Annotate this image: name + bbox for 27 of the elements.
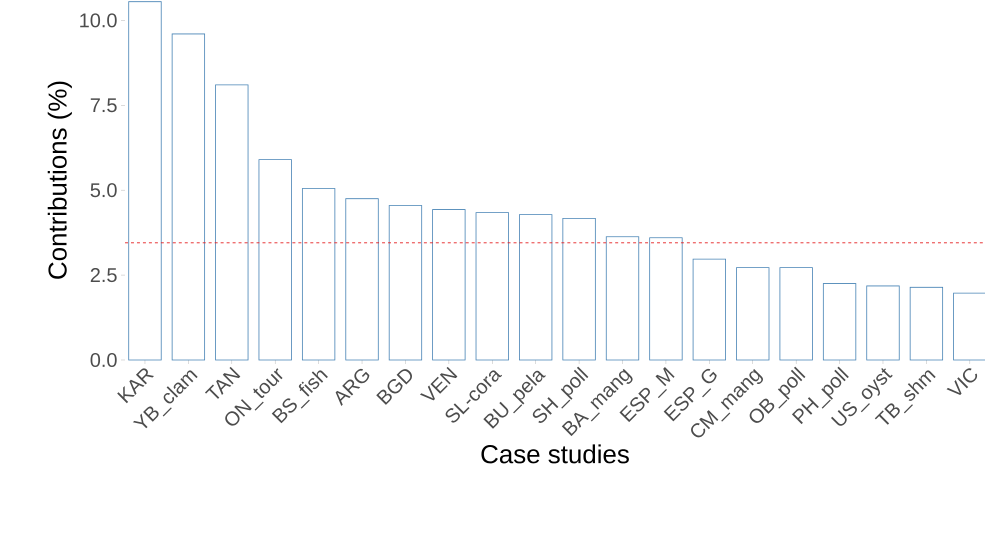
bar	[692, 258, 726, 360]
bar	[780, 267, 813, 360]
bar	[866, 286, 900, 360]
bar	[345, 198, 379, 360]
bar	[172, 34, 206, 360]
x-tick-label: VIC	[946, 368, 978, 396]
bar	[519, 214, 552, 360]
bar	[649, 237, 683, 360]
bar	[736, 267, 770, 360]
x-axis-title: Case studies	[481, 444, 629, 464]
bar	[822, 283, 856, 360]
bar	[388, 205, 422, 360]
y-axis-title: Contributions (%)	[48, 82, 72, 279]
y-tick-label: 7.5	[90, 98, 117, 112]
y-tick-label: 5.0	[90, 183, 117, 198]
y-tick-label: 0.0	[90, 352, 117, 368]
bar	[258, 159, 292, 360]
bar	[910, 286, 944, 360]
y-tick-label: 2.5	[90, 268, 117, 282]
bar	[562, 218, 596, 360]
bar	[215, 84, 248, 360]
bar	[606, 236, 640, 360]
bar	[128, 1, 162, 360]
bar	[302, 188, 336, 360]
bar	[476, 212, 509, 360]
y-tick-label: 10.0	[80, 13, 117, 28]
bar	[432, 209, 466, 360]
